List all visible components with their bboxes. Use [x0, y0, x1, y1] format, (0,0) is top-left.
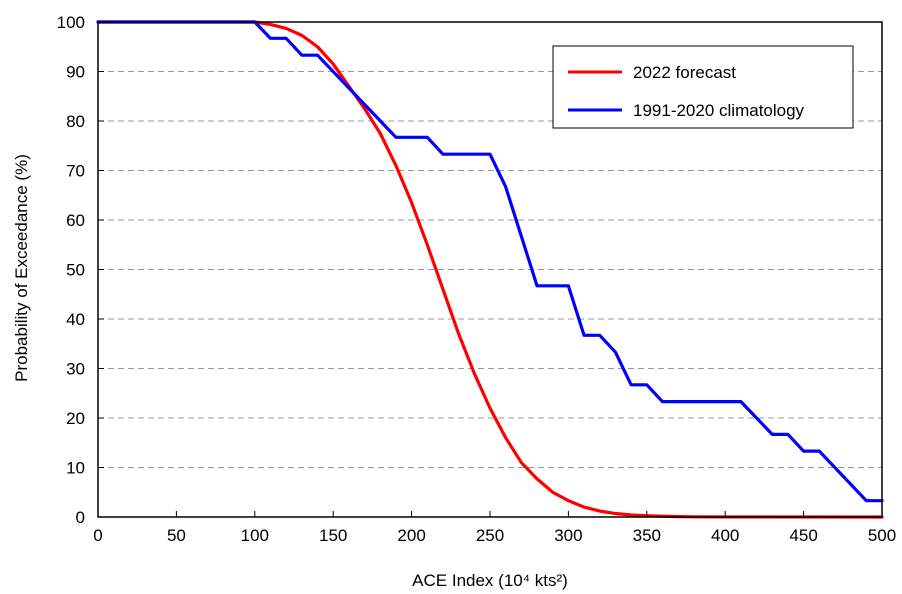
- y-tick-label: 10: [66, 459, 85, 478]
- x-tick-label: 500: [868, 526, 896, 545]
- x-axis-label: ACE Index (10⁴ kts²): [412, 571, 568, 590]
- y-axis-label: Probability of Exceedance (%): [12, 154, 31, 382]
- legend-label-climatology: 1991-2020 climatology: [633, 101, 805, 120]
- y-tick-label: 80: [66, 112, 85, 131]
- series-lines: [96, 20, 884, 519]
- x-tick-label: 0: [93, 526, 102, 545]
- y-tick-label: 40: [66, 310, 85, 329]
- y-tick-label: 70: [66, 162, 85, 181]
- x-tick-label: 250: [476, 526, 504, 545]
- series-line-climatology: [96, 20, 884, 503]
- legend: 2022 forecast 1991-2020 climatology: [552, 45, 854, 129]
- y-tick-label: 100: [57, 13, 85, 32]
- y-tick-label: 90: [66, 63, 85, 82]
- x-tick-label: 150: [319, 526, 347, 545]
- legend-label-forecast: 2022 forecast: [633, 63, 736, 82]
- x-tick-label: 450: [789, 526, 817, 545]
- legend-box: [552, 45, 854, 129]
- y-tick-label: 50: [66, 261, 85, 280]
- x-tick-label: 400: [711, 526, 739, 545]
- series-line-forecast: [96, 20, 884, 519]
- x-tick-label: 50: [167, 526, 186, 545]
- y-tick-label: 60: [66, 211, 85, 230]
- y-tick-label: 0: [76, 508, 85, 527]
- y-tick-label: 20: [66, 409, 85, 428]
- axis-ticks: 0 50 100 150 200 250 300 350 400 450 500 0 10 20 30 40 5…: [57, 13, 897, 545]
- y-tick-label: 30: [66, 360, 85, 379]
- x-tick-label: 100: [241, 526, 269, 545]
- x-tick-label: 350: [633, 526, 661, 545]
- gridlines: [98, 71, 882, 468]
- x-tick-label: 200: [397, 526, 425, 545]
- x-tick-label: 300: [554, 526, 582, 545]
